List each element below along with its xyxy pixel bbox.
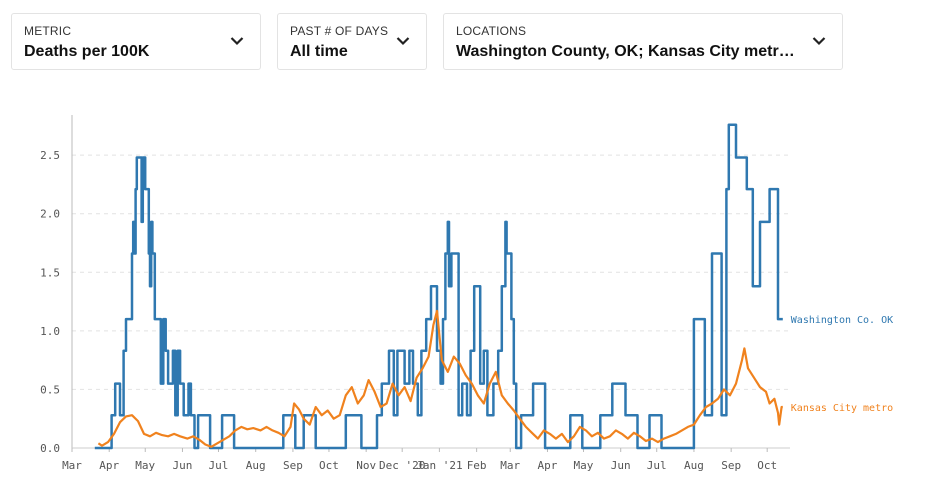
axis-layer: 0.0 0.5 1.0 1.5 2.0 2.5 Mar Apr May Jun Jul Aug Sep O… bbox=[40, 115, 790, 472]
x-tick-label: Feb bbox=[467, 459, 487, 472]
x-tick-label: Aug bbox=[246, 459, 266, 472]
x-tick-label: Dec '20 bbox=[379, 459, 425, 472]
x-tick-label: Aug bbox=[684, 459, 704, 472]
x-tick-label: Jun bbox=[173, 459, 193, 472]
y-tick-label: 1.0 bbox=[40, 325, 60, 338]
x-tick-label: Apr bbox=[99, 459, 119, 472]
x-tick-label: May bbox=[135, 459, 155, 472]
x-tick-label: Jun bbox=[611, 459, 631, 472]
x-tick-label: Oct bbox=[757, 459, 777, 472]
x-tick-label: Jul bbox=[209, 459, 229, 472]
days-dropdown[interactable]: PAST # OF DAYS All time bbox=[277, 13, 427, 70]
line-chart: 0.0 0.5 1.0 1.5 2.0 2.5 Mar Apr May Jun Jul Aug Sep O… bbox=[40, 115, 893, 472]
x-tick-label: Sep bbox=[721, 459, 741, 472]
x-tick-label: Jan '21 bbox=[416, 459, 462, 472]
series-layer bbox=[94, 123, 783, 450]
x-tick-label: Sep bbox=[283, 459, 303, 472]
series-label-layer: Washington Co. OK Kansas City metro bbox=[791, 315, 893, 414]
chevron-down-icon bbox=[396, 37, 410, 46]
x-tick-label: Oct bbox=[319, 459, 339, 472]
x-tick-label: Nov bbox=[356, 459, 376, 472]
y-tick-label: 1.5 bbox=[40, 266, 60, 279]
series-label-1: Kansas City metro bbox=[791, 403, 893, 414]
days-label: PAST # OF DAYS bbox=[290, 24, 389, 38]
x-tick-label: Jul bbox=[647, 459, 667, 472]
locations-dropdown[interactable]: LOCATIONS Washington County, OK; Kansas … bbox=[443, 13, 843, 70]
y-tick-label: 2.0 bbox=[40, 208, 60, 221]
y-tick-label: 2.5 bbox=[40, 149, 60, 162]
y-tick-label: 0.5 bbox=[40, 383, 60, 396]
x-tick-label: Apr bbox=[538, 459, 558, 472]
x-tick-label: Mar bbox=[500, 459, 520, 472]
metric-dropdown[interactable]: METRIC Deaths per 100K bbox=[11, 13, 261, 70]
x-tick-label: Mar bbox=[62, 459, 82, 472]
series-line-0 bbox=[94, 123, 783, 450]
chevron-down-icon bbox=[230, 37, 244, 46]
locations-value: Washington County, OK; Kansas City metro… bbox=[456, 43, 804, 60]
locations-label: LOCATIONS bbox=[456, 24, 527, 38]
y-tick-label: 0.0 bbox=[40, 442, 60, 455]
x-tick-label: May bbox=[574, 459, 594, 472]
series-line-1 bbox=[97, 309, 783, 448]
metric-value: Deaths per 100K bbox=[24, 43, 150, 60]
metric-label: METRIC bbox=[24, 24, 72, 38]
chevron-down-icon bbox=[812, 37, 826, 46]
series-label-0: Washington Co. OK bbox=[791, 315, 893, 326]
